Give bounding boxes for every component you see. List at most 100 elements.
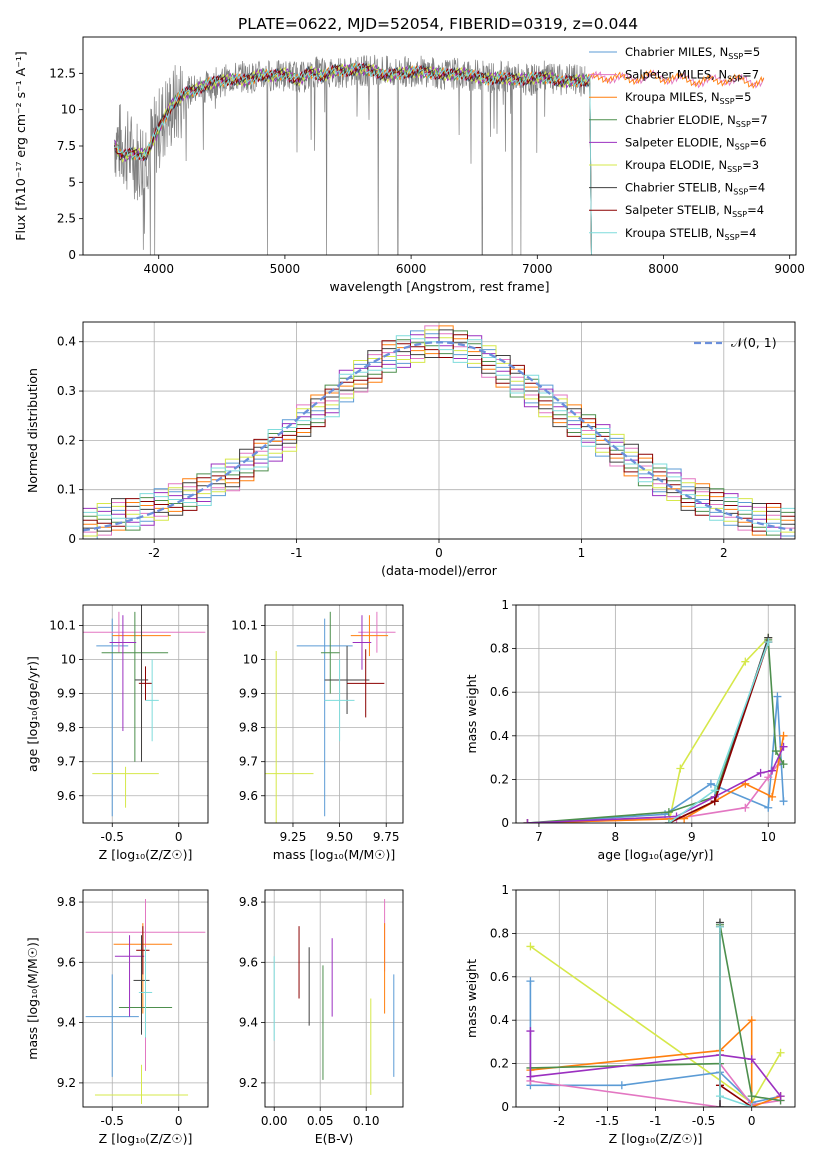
axes-frame xyxy=(82,321,796,540)
legend-label-suffix: =3 xyxy=(742,158,759,172)
x-tick-label: 6000 xyxy=(396,262,427,276)
axes-frame xyxy=(82,604,209,824)
mass-weight-marker xyxy=(710,786,719,795)
plot-area xyxy=(523,633,788,823)
x-axis-label: E(B-V) xyxy=(315,1131,354,1146)
y-tick-label: 10 xyxy=(61,653,76,667)
x-tick-label: 0 xyxy=(748,1114,756,1128)
y-tick-label: 10.1 xyxy=(49,618,76,632)
x-tick-label: 1 xyxy=(578,546,586,560)
y-tick-label: 9.7 xyxy=(239,755,258,769)
legend-label-subscript: SSP xyxy=(727,75,742,84)
legend-label-text: Chabrier ELODIE, N xyxy=(625,113,736,127)
legend-label-text: Kroupa MILES, N xyxy=(625,90,720,104)
x-tick-label: 0 xyxy=(435,546,443,560)
y-tick-label: 12.5 xyxy=(49,66,76,80)
mass-weight-marker xyxy=(768,792,777,801)
legend-entry-label: Chabrier ELODIE, NSSP=7 xyxy=(625,113,768,129)
y-axis-label: Normed distribution xyxy=(25,368,40,493)
axes-frame xyxy=(515,889,796,1108)
y-tick-label: 0.2 xyxy=(490,772,509,786)
residual-legend: 𝒩(0, 1) xyxy=(694,335,777,350)
mass-weight-marker xyxy=(747,1103,756,1107)
legend-label-text: Salpeter ELODIE, N xyxy=(625,135,735,149)
y-tick-label: 9.4 xyxy=(239,1016,258,1030)
plot-area xyxy=(83,325,795,539)
legend-label-subscript: SSP xyxy=(725,233,740,242)
legend-label-subscript: SSP xyxy=(732,210,747,219)
mass-weight-vs-age-panel: 7 8 9 10 0 0.2 0.4 0.6 0.8 1 age [log₁₀(age/yr)] ma… xyxy=(464,598,796,862)
mass-weight-marker xyxy=(768,766,777,775)
mass-weight-marker xyxy=(617,1081,626,1090)
x-tick-label: 9.50 xyxy=(326,830,353,844)
legend-label-subscript: SSP xyxy=(727,165,742,174)
y-tick-label: 10 xyxy=(61,103,76,117)
y-tick-label: 0.4 xyxy=(490,729,509,743)
mass-weight-marker xyxy=(715,1103,724,1107)
mass-weight-marker xyxy=(756,768,765,777)
mass-weight-line xyxy=(527,639,785,823)
plot-area xyxy=(526,918,785,1107)
x-axis-label: Z [log₁₀(Z/Z☉)] xyxy=(99,1131,193,1146)
y-tick-label: 1 xyxy=(501,598,509,612)
x-tick-label: 0.10 xyxy=(353,1114,380,1128)
legend-label-subscript: SSP xyxy=(733,188,748,197)
mass-weight-marker xyxy=(773,692,782,701)
y-tick-label: 0.2 xyxy=(57,433,76,447)
x-tick-label: 10 xyxy=(761,830,776,844)
mass-weight-line xyxy=(527,746,785,823)
legend-label-suffix: =4 xyxy=(740,226,757,240)
residuals-panel: -2 -1 0 1 2 0 0.1 0.2 0.3 0.4 (data-model)/error No… xyxy=(25,321,796,578)
legend-label-suffix: =7 xyxy=(751,113,768,127)
x-tick-label: 0 xyxy=(175,830,183,844)
y-tick-label: 9.8 xyxy=(57,895,76,909)
legend-label-text: Chabrier MILES, N xyxy=(625,45,728,59)
legend-label-subscript: SSP xyxy=(720,97,735,106)
legend-label-suffix: =4 xyxy=(748,181,765,195)
mass-weight-marker xyxy=(676,764,685,773)
legend-label-suffix: =7 xyxy=(742,68,759,82)
y-tick-label: 9.6 xyxy=(57,955,76,969)
x-axis-label: wavelength [Angstrom, rest frame] xyxy=(329,279,549,294)
y-tick-label: 0 xyxy=(501,1100,509,1114)
y-tick-label: 9.8 xyxy=(239,895,258,909)
mass-weight-marker xyxy=(771,747,780,756)
mass-weight-line xyxy=(527,696,785,823)
x-axis-label: Z [log₁₀(Z/Z☉)] xyxy=(99,847,193,862)
legend-label-subscript: SSP xyxy=(735,142,750,151)
x-tick-label: -1.5 xyxy=(596,1114,619,1128)
axes-frame xyxy=(264,604,404,824)
y-tick-label: 9.6 xyxy=(239,955,258,969)
x-axis-label: mass [log₁₀(M/M☉)] xyxy=(273,847,395,862)
legend-label-subscript: SSP xyxy=(736,120,751,129)
mass-weight-marker xyxy=(664,808,673,817)
x-tick-label: 0.00 xyxy=(261,1114,288,1128)
x-tick-label: 5000 xyxy=(270,262,301,276)
x-tick-label: -1 xyxy=(291,546,303,560)
x-tick-label: 8000 xyxy=(648,262,679,276)
y-tick-label: 0.3 xyxy=(57,384,76,398)
mass-weight-marker xyxy=(779,731,788,740)
y-tick-label: 9.2 xyxy=(57,1076,76,1090)
x-tick-label: -0.5 xyxy=(692,1114,715,1128)
mass-weight-vs-metallicity-panel: -2 -1.5 -1 -0.5 0 0 0.2 0.4 0.6 0.8 1 Z [log₁₀(Z/Z☉… xyxy=(464,883,796,1146)
x-tick-label: 7000 xyxy=(522,262,553,276)
mass-weight-marker xyxy=(779,760,788,769)
y-tick-label: 1 xyxy=(501,883,509,897)
x-tick-label: 8 xyxy=(612,830,620,844)
mass-weight-marker xyxy=(779,742,788,751)
y-tick-label: 10 xyxy=(243,653,258,667)
x-tick-label: 0 xyxy=(175,1114,183,1128)
axes-frame xyxy=(82,889,209,1108)
x-tick-label: -0.5 xyxy=(101,830,124,844)
plot-area xyxy=(85,899,206,1104)
gaussian-curve xyxy=(83,341,793,532)
x-tick-label: -1 xyxy=(650,1114,662,1128)
mass-weight-marker xyxy=(764,803,773,812)
mass-weight-marker xyxy=(526,1027,535,1036)
mass-weight-marker xyxy=(526,942,535,951)
y-tick-label: 9.6 xyxy=(239,789,258,803)
y-tick-label: 10.1 xyxy=(231,618,258,632)
y-tick-label: 7.5 xyxy=(57,139,76,153)
